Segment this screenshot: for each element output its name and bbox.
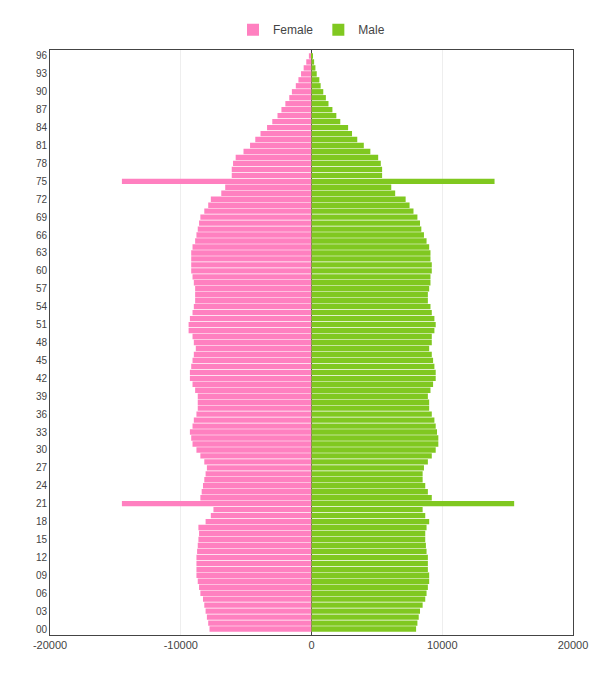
svg-text:12: 12 <box>36 552 48 563</box>
svg-text:33: 33 <box>36 427 48 438</box>
svg-text:66: 66 <box>36 230 48 241</box>
svg-text:06: 06 <box>36 588 48 599</box>
svg-text:10000: 10000 <box>427 639 458 651</box>
svg-text:69: 69 <box>36 212 48 223</box>
svg-text:87: 87 <box>36 104 48 115</box>
svg-text:90: 90 <box>36 86 48 97</box>
svg-text:39: 39 <box>36 391 48 402</box>
svg-text:63: 63 <box>36 247 48 258</box>
svg-text:Male: Male <box>358 23 384 37</box>
svg-text:60: 60 <box>36 265 48 276</box>
svg-text:0: 0 <box>308 639 314 651</box>
svg-text:48: 48 <box>36 337 48 348</box>
svg-text:09: 09 <box>36 570 48 581</box>
svg-text:-20000: -20000 <box>33 639 67 651</box>
svg-text:42: 42 <box>36 373 48 384</box>
svg-text:75: 75 <box>36 176 48 187</box>
svg-text:84: 84 <box>36 122 48 133</box>
svg-text:57: 57 <box>36 283 48 294</box>
svg-text:03: 03 <box>36 606 48 617</box>
svg-text:20000: 20000 <box>558 639 589 651</box>
svg-text:51: 51 <box>36 319 48 330</box>
svg-text:00: 00 <box>36 624 48 635</box>
svg-text:96: 96 <box>36 50 48 61</box>
svg-text:-10000: -10000 <box>164 639 198 651</box>
svg-text:78: 78 <box>36 158 48 169</box>
svg-text:72: 72 <box>36 194 48 205</box>
svg-text:27: 27 <box>36 462 48 473</box>
svg-text:30: 30 <box>36 444 48 455</box>
svg-text:36: 36 <box>36 409 48 420</box>
svg-text:81: 81 <box>36 140 48 151</box>
svg-text:93: 93 <box>36 68 48 79</box>
svg-text:Female: Female <box>273 23 313 37</box>
svg-text:24: 24 <box>36 480 48 491</box>
svg-text:18: 18 <box>36 516 48 527</box>
svg-text:54: 54 <box>36 301 48 312</box>
svg-text:21: 21 <box>36 498 48 509</box>
svg-text:15: 15 <box>36 534 48 545</box>
svg-text:45: 45 <box>36 355 48 366</box>
